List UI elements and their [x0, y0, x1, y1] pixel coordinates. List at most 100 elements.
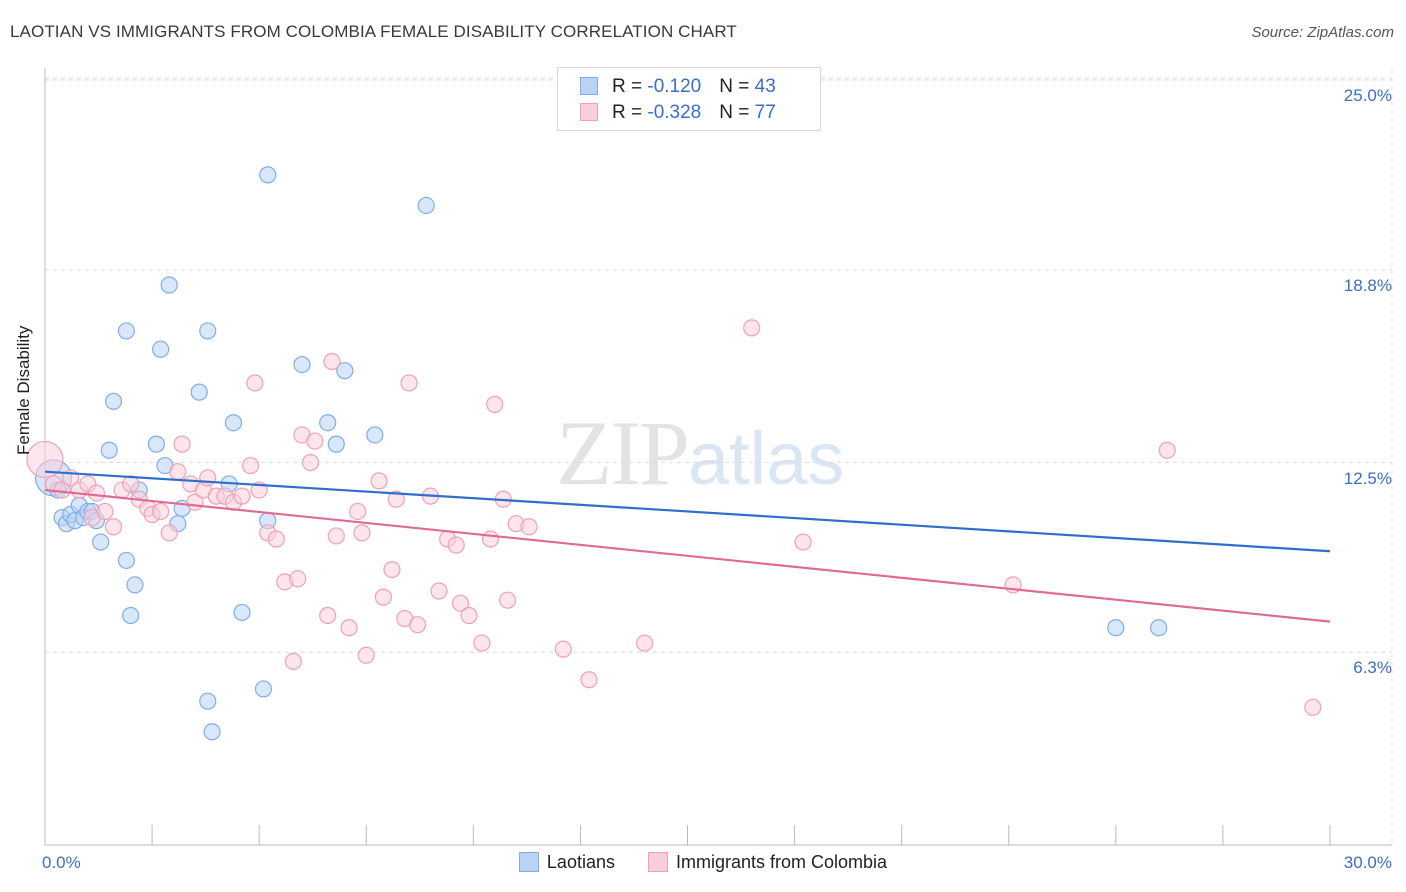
y-tick-label: 25.0%: [1343, 86, 1392, 105]
point-laotians: [1150, 619, 1168, 637]
point-laotians: [259, 166, 277, 184]
point-colombia: [160, 524, 178, 542]
legend-swatch-laotians: [518, 852, 539, 872]
point-colombia: [267, 530, 285, 548]
x-tick-label-min: 0.0%: [42, 853, 81, 872]
point-colombia: [289, 570, 307, 588]
point-colombia: [353, 524, 371, 542]
point-laotians: [327, 435, 345, 453]
point-laotians: [336, 362, 354, 380]
point-colombia: [409, 616, 427, 634]
point-colombia: [486, 395, 504, 413]
point-colombia: [636, 634, 654, 652]
point-colombia: [499, 591, 517, 609]
legend-label-colombia: Immigrants from Colombia: [676, 852, 888, 872]
stats-legend: R = -0.120 N = 43 R = -0.328 N = 77: [557, 67, 821, 131]
point-colombia: [357, 646, 375, 664]
n-label: N =: [719, 76, 755, 97]
point-laotians: [417, 196, 435, 215]
point-colombia: [327, 527, 345, 545]
legend-item-colombia[interactable]: Immigrants from Colombia: [648, 852, 887, 873]
point-colombia: [199, 469, 217, 487]
point-laotians: [199, 322, 217, 340]
legend-label-laotians: Laotians: [546, 852, 615, 872]
point-colombia: [743, 319, 761, 337]
point-laotians: [92, 533, 110, 551]
trend-lines: [44, 470, 1331, 623]
x-tick-label-max: 30.0%: [1343, 853, 1392, 872]
point-colombia: [451, 594, 470, 612]
watermark: ZIPatlas: [556, 400, 844, 506]
y-axis-label: Female Disability: [14, 325, 33, 455]
point-laotians: [117, 551, 135, 570]
point-colombia: [26, 440, 64, 479]
point-laotians: [293, 355, 311, 374]
legend-swatch-laotians: [580, 77, 598, 95]
point-laotians: [100, 441, 118, 459]
point-colombia: [306, 432, 324, 450]
point-laotians: [152, 340, 170, 358]
chart-title: LAOTIAN VS IMMIGRANTS FROM COLOMBIA FEMA…: [10, 22, 737, 41]
point-laotians: [104, 392, 123, 410]
point-laotians: [160, 276, 178, 294]
point-laotians: [199, 692, 217, 710]
point-laotians: [366, 426, 384, 444]
point-colombia: [520, 518, 538, 536]
point-colombia: [1158, 441, 1176, 459]
point-colombia: [323, 352, 341, 371]
point-colombia: [87, 484, 106, 502]
point-laotians: [319, 414, 337, 432]
series-legend: Laotians Immigrants from Colombia: [0, 852, 1406, 873]
point-colombia: [319, 606, 337, 625]
point-laotians: [233, 603, 251, 622]
n-label: N =: [719, 102, 755, 123]
source-label: Source: ZipAtlas.com: [1251, 24, 1394, 41]
point-laotians: [1107, 619, 1125, 637]
r-value-colombia: -0.328: [647, 102, 702, 123]
trend-line-laotians: [44, 470, 1331, 553]
axes: [44, 68, 1392, 846]
legend-swatch-colombia: [580, 103, 598, 121]
point-colombia: [349, 502, 367, 521]
y-tick-label: 12.5%: [1343, 468, 1392, 488]
point-colombia: [460, 606, 478, 625]
stats-legend-row-colombia: R = -0.328 N = 77: [580, 102, 776, 128]
gridlines: [45, 70, 1393, 845]
point-colombia: [400, 374, 418, 392]
point-colombia: [374, 588, 392, 606]
point-colombia: [301, 453, 320, 472]
point-laotians: [190, 383, 208, 401]
r-label: R =: [612, 76, 648, 97]
point-laotians: [122, 606, 140, 625]
point-colombia: [554, 640, 572, 658]
point-colombia: [242, 456, 260, 475]
point-laotians: [254, 680, 273, 698]
legend-item-laotians[interactable]: Laotians: [518, 852, 615, 873]
point-colombia: [340, 619, 358, 637]
r-value-laotians: -0.120: [647, 76, 702, 97]
watermark-zip: ZIP: [556, 402, 690, 504]
point-colombia: [233, 487, 251, 505]
data-points: [26, 166, 1322, 741]
point-colombia: [794, 533, 812, 551]
point-laotians: [224, 414, 243, 432]
point-colombia: [169, 463, 187, 481]
point-laotians: [203, 723, 221, 741]
r-label: R =: [612, 102, 648, 123]
stats-legend-row-laotians: R = -0.120 N = 43: [580, 76, 776, 102]
point-colombia: [104, 518, 123, 536]
point-laotians: [147, 435, 165, 453]
trend-line-colombia: [44, 488, 1331, 623]
n-value-laotians: 43: [754, 76, 776, 97]
point-colombia: [580, 671, 598, 689]
point-colombia: [284, 652, 303, 671]
point-colombia: [96, 502, 114, 521]
point-laotians: [126, 576, 144, 594]
n-value-colombia: 77: [754, 102, 776, 123]
point-laotians: [117, 322, 135, 340]
y-tick-label: 6.3%: [1353, 658, 1392, 678]
point-colombia: [387, 490, 405, 508]
point-colombia: [152, 502, 170, 521]
y-tick-label: 18.8%: [1343, 275, 1392, 295]
